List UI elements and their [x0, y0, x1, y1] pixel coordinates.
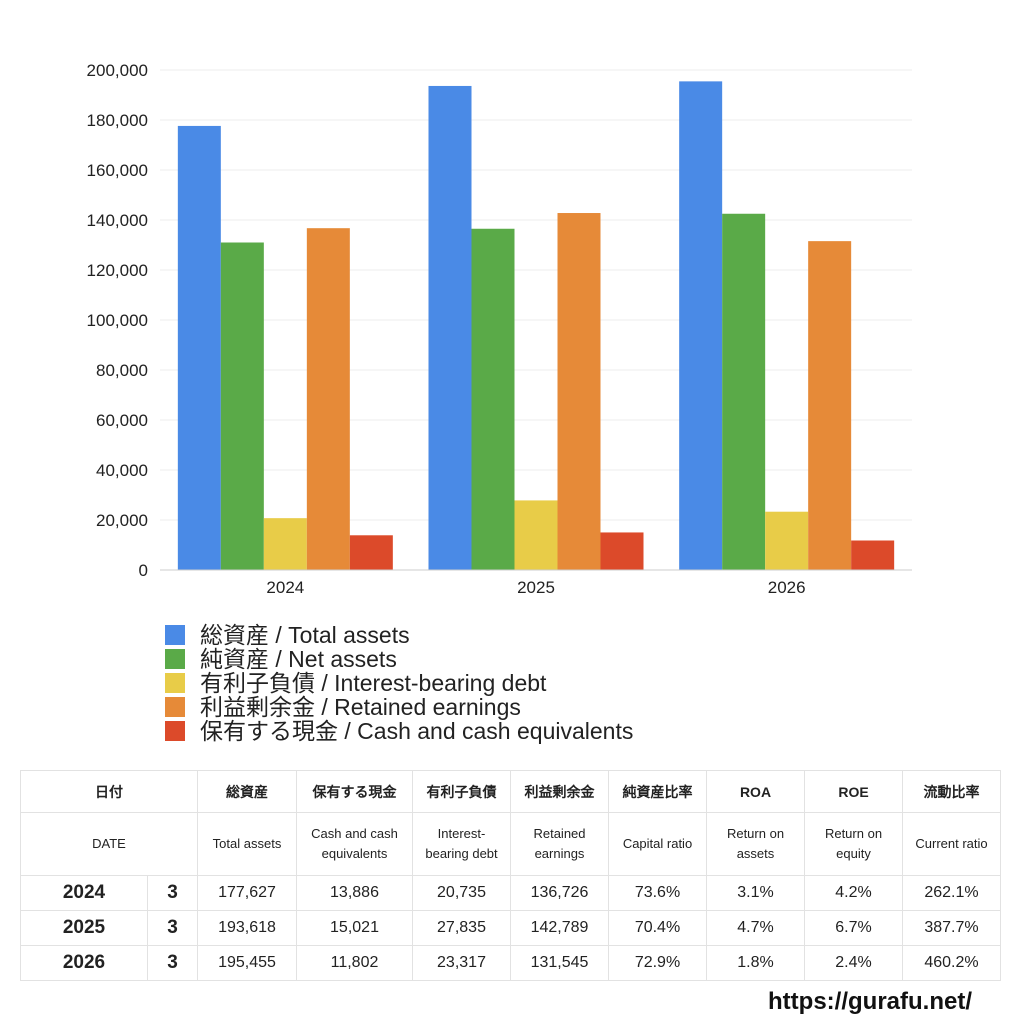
header-cell: 流動比率	[902, 770, 1001, 813]
header-cell: Interest-bearing debt	[412, 812, 511, 876]
y-tick-label: 120,000	[87, 261, 148, 280]
legend-swatch	[165, 697, 185, 717]
data-cell: 11,802	[296, 945, 413, 981]
header-cell: 利益剰余金	[510, 770, 609, 813]
header-cell: Current ratio	[902, 812, 1001, 876]
header-row: 日付 総資産 保有する現金 有利子負債 利益剰余金 純資産比率 ROA ROE 流動比率	[20, 770, 1001, 813]
source-url: https://gurafu.net/	[768, 988, 972, 1015]
header-cell: ROA	[706, 770, 805, 813]
data-cell: 142,789	[510, 910, 609, 946]
bar	[557, 213, 601, 570]
bar	[263, 518, 307, 570]
data-cell: 15,021	[296, 910, 413, 946]
bar	[428, 85, 472, 570]
data-cell: 72.9%	[608, 945, 707, 981]
y-tick-label: 0	[139, 561, 148, 580]
data-cell: 387.7%	[902, 910, 1001, 946]
y-tick-label: 60,000	[96, 411, 148, 430]
x-tick-label: 2024	[266, 578, 304, 597]
bar	[514, 500, 558, 570]
chart: 0 20,000 40,000 60,000 80,000 100,000 120,000 1…	[87, 61, 912, 744]
legend-label: 有利子負債 / Interest-bearing debt	[200, 670, 547, 696]
data-cell: 2025	[20, 910, 148, 946]
data-cell: 193,618	[197, 910, 297, 946]
legend-label: 利益剰余金 / Retained earnings	[200, 694, 521, 720]
legend-label: 総資産 / Total assets	[200, 622, 410, 648]
legend-swatch	[165, 721, 185, 741]
data-cell: 262.1%	[902, 875, 1001, 911]
data-cell: 136,726	[510, 875, 609, 911]
y-tick-label: 100,000	[87, 311, 148, 330]
bar	[722, 213, 766, 570]
legend-swatch	[165, 649, 185, 669]
header-cell: Retained earnings	[510, 812, 609, 876]
data-cell: 73.6%	[608, 875, 707, 911]
header-cell: ROE	[804, 770, 903, 813]
legend-swatch	[165, 625, 185, 645]
header-cell: 有利子負債	[412, 770, 511, 813]
data-cell: 131,545	[510, 945, 609, 981]
header-cell: Return on assets	[706, 812, 805, 876]
bar	[177, 125, 221, 571]
data-cell: 13,886	[296, 875, 413, 911]
y-tick-label: 140,000	[87, 211, 148, 230]
y-tick-label: 160,000	[87, 161, 148, 180]
bar	[808, 241, 852, 570]
y-tick-label: 200,000	[87, 61, 148, 80]
bar	[349, 535, 393, 570]
bar	[471, 228, 515, 570]
bar	[851, 540, 895, 570]
legend-label: 純資産 / Net assets	[200, 646, 397, 672]
header-cell: DATE	[20, 812, 198, 876]
header-cell: 日付	[20, 770, 198, 813]
data-row: 2024 3 177,627 13,886 20,735 136,726 73.6% 3.1%…	[20, 875, 1001, 911]
data-cell: 460.2%	[902, 945, 1001, 981]
data-cell: 70.4%	[608, 910, 707, 946]
header-cell: 純資産比率	[608, 770, 707, 813]
data-cell: 1.8%	[706, 945, 805, 981]
data-cell: 6.7%	[804, 910, 903, 946]
data-cell: 2026	[20, 945, 148, 981]
data-cell: 3	[147, 875, 198, 911]
header-cell: Total assets	[197, 812, 297, 876]
data-cell: 177,627	[197, 875, 297, 911]
legend-label: 保有する現金 / Cash and cash equivalents	[200, 718, 633, 744]
data-cell: 3	[147, 910, 198, 946]
data-cell: 20,735	[412, 875, 511, 911]
bar	[600, 532, 644, 570]
y-tick-label: 40,000	[96, 461, 148, 480]
header-cell: Capital ratio	[608, 812, 707, 876]
data-cell: 3.1%	[706, 875, 805, 911]
bar	[765, 511, 809, 570]
y-tick-label: 80,000	[96, 361, 148, 380]
data-cell: 195,455	[197, 945, 297, 981]
x-tick-label: 2025	[517, 578, 555, 597]
bar	[220, 242, 264, 570]
y-tick-label: 180,000	[87, 111, 148, 130]
data-row: 2025 3 193,618 15,021 27,835 142,789 70.4% 4.7%…	[20, 910, 1001, 946]
header-cell: 保有する現金	[296, 770, 413, 813]
data-cell: 3	[147, 945, 198, 981]
header-cell: 総資産	[197, 770, 297, 813]
data-cell: 27,835	[412, 910, 511, 946]
data-row: 2026 3 195,455 11,802 23,317 131,545 72.9% 1.8%…	[20, 945, 1001, 981]
data-cell: 2024	[20, 875, 148, 911]
x-tick-label: 2026	[768, 578, 806, 597]
data-cell: 23,317	[412, 945, 511, 981]
data-table: 日付 総資産 保有する現金 有利子負債 利益剰余金 純資産比率 ROA ROE 流動比率 DATE…	[20, 770, 1001, 981]
header-cell: Cash and cash equivalents	[296, 812, 413, 876]
header-cell: Return on equity	[804, 812, 903, 876]
data-cell: 4.2%	[804, 875, 903, 911]
legend-swatch	[165, 673, 185, 693]
data-cell: 4.7%	[706, 910, 805, 946]
y-tick-label: 20,000	[96, 511, 148, 530]
bar	[679, 81, 723, 571]
header-row: DATE Total assets Cash and cash equivalent…	[20, 812, 1001, 876]
data-cell: 2.4%	[804, 945, 903, 981]
bar	[306, 228, 350, 570]
